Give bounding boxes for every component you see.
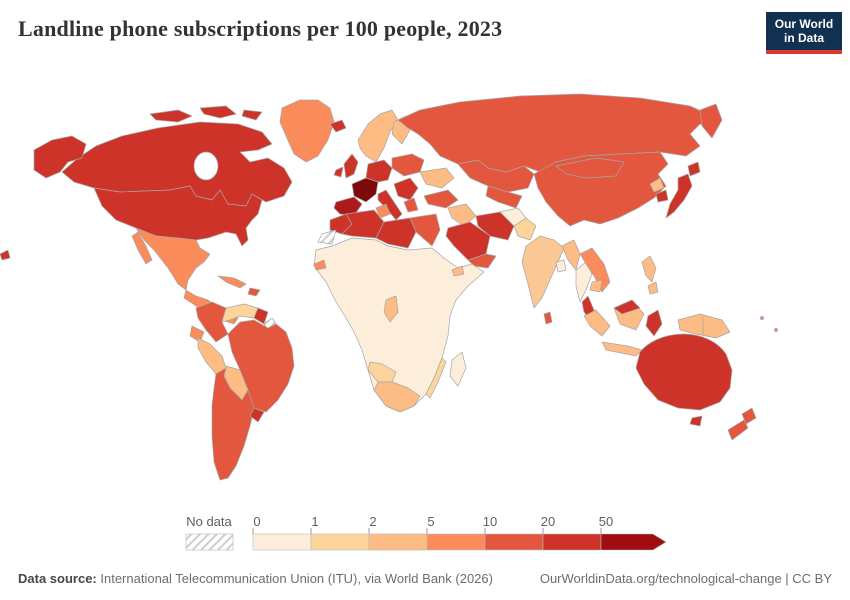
map-region-pacific-island-2[interactable] [774,328,778,332]
map-region-australia[interactable] [635,333,733,411]
map-region-canada-arctic-island-2[interactable] [199,105,237,119]
map-region-greenland[interactable] [279,99,335,163]
legend-tick-label-3: 5 [427,514,434,529]
map-region-senegal[interactable] [313,259,327,271]
map-region-uk[interactable] [343,153,359,179]
map-region-sumatra[interactable] [583,309,611,337]
map-region-east-russia-fragment[interactable] [0,249,11,261]
legend-bin-50-plus[interactable] [600,533,667,551]
map-region-horn-of-africa[interactable] [451,265,465,277]
legend-bin-0-1[interactable] [252,533,312,551]
attribution-link[interactable]: OurWorldinData.org/technological-change … [539,570,832,586]
map-region-kamchatka[interactable] [699,103,723,139]
map-region-iceland[interactable] [329,119,347,133]
map-region-balkans[interactable] [393,177,419,201]
map-region-syria-iraq[interactable] [447,203,477,227]
map-region-new-guinea[interactable] [677,313,731,339]
map-region-hispaniola[interactable] [247,287,261,297]
data-source: Data source: International Telecommunica… [18,571,493,586]
legend-bin-2-5[interactable] [368,533,428,551]
map-region-cuba[interactable] [217,275,247,289]
legend-tick-label-2: 2 [369,514,376,529]
map-region-chile-argentina[interactable] [211,367,255,481]
legend-no-data-label: No data [186,514,232,529]
map-region-scandinavia[interactable] [357,109,399,163]
legend-tick-label-5: 20 [541,514,555,529]
map-region-africa-subsaharan[interactable] [313,237,485,413]
map-region-cameroon-gabon[interactable] [383,295,399,323]
map-region-russia[interactable] [397,93,717,173]
legend-tick-label-1: 1 [311,514,318,529]
world-map [0,93,778,481]
map-region-ukraine[interactable] [419,167,455,189]
legend-tick-label-4: 10 [483,514,497,529]
map-region-france[interactable] [351,177,379,203]
map-region-italy[interactable] [377,189,403,221]
footer: Data source: International Telecommunica… [18,567,832,589]
legend-bin-10-20[interactable] [484,533,544,551]
map-region-java[interactable] [601,341,643,357]
map-region-north-korea[interactable] [649,177,665,193]
map-region-ireland[interactable] [333,166,344,178]
data-source-label: Data source: [18,570,97,586]
map-region-cambodia[interactable] [589,279,603,293]
owid-logo-line1: Our World [774,17,834,31]
map-region-tunisia[interactable] [375,203,391,219]
owid-logo-line2: in Data [783,31,824,45]
legend-bin-20-50[interactable] [542,533,602,551]
map-region-canada-arctic-island-1[interactable] [149,109,193,123]
map-region-mozambique-coast[interactable] [425,357,447,399]
map-region-greece[interactable] [403,197,419,213]
map-region-peru[interactable] [197,337,227,375]
map-region-mexico[interactable] [131,227,211,291]
legend-no-data-swatch[interactable] [185,533,234,551]
map-region-east-europe[interactable] [391,153,425,177]
map-region-iran[interactable] [475,211,515,241]
owid-logo[interactable]: Our World in Data [766,12,842,54]
map-region-tasmania[interactable] [689,415,703,427]
data-source-text: International Telecommunication Union (I… [100,570,493,586]
map-region-sulawesi[interactable] [645,309,663,337]
map-region-pakistan[interactable] [513,217,537,241]
legend-tick-label-6: 50 [599,514,613,529]
map-region-central-asia-stans[interactable] [485,185,523,209]
legend-bin-5-10[interactable] [426,533,486,551]
map-region-japan[interactable] [665,161,701,219]
map-region-western-sahara-no-data[interactable] [317,229,337,245]
map-region-madagascar[interactable] [449,351,467,387]
map-region-algeria[interactable] [341,209,385,239]
map-region-germany-central-europe[interactable] [365,159,393,183]
map-region-uruguay[interactable] [249,407,265,423]
map-region-india[interactable] [521,235,565,309]
legend-bin-1-2[interactable] [310,533,370,551]
map-region-philippines[interactable] [641,255,659,295]
map-legend: No data 0 1 2 5 10 20 50 [185,514,667,551]
map-region-venezuela[interactable] [221,303,259,323]
hudson-bay [193,151,219,181]
page-title: Landline phone subscriptions per 100 peo… [18,16,503,41]
map-region-myanmar[interactable] [561,239,581,271]
map-region-bangladesh[interactable] [555,259,567,273]
legend-tick-label-0: 0 [253,514,260,529]
map-region-new-zealand[interactable] [727,407,757,441]
map-region-alaska[interactable] [33,135,87,179]
map-region-sri-lanka[interactable] [543,311,553,325]
map-region-egypt[interactable] [409,213,441,247]
map-region-canada-arctic-island-3[interactable] [241,109,263,121]
map-region-borneo-malaysia[interactable] [613,299,641,315]
map-region-south-africa[interactable] [373,381,421,413]
map-region-pacific-island-1[interactable] [760,316,764,320]
map-region-turkey[interactable] [423,189,459,209]
map-region-south-korea[interactable] [655,189,669,203]
map-region-vietnam-laos[interactable] [579,247,611,293]
map-region-mongolia[interactable] [555,157,625,179]
